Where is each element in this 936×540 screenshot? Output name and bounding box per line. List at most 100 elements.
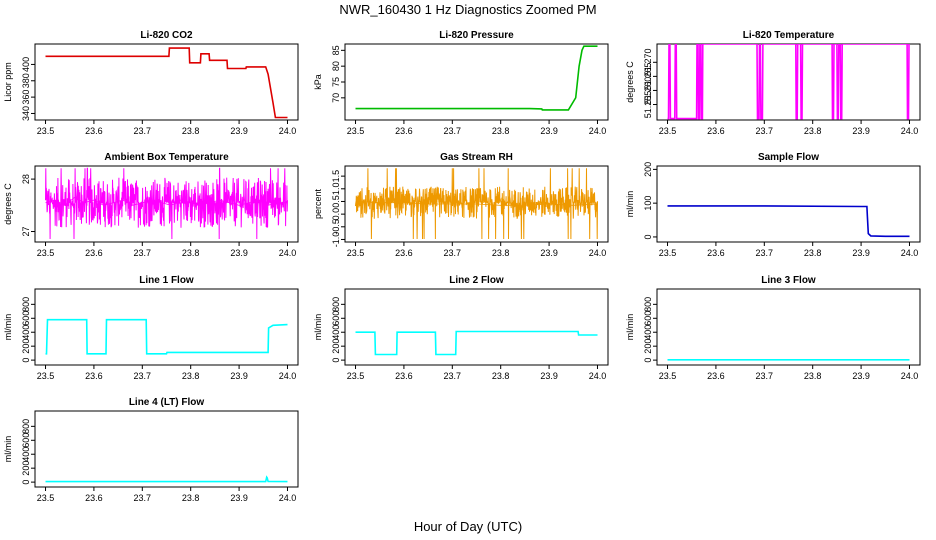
- x-tick-label: 23.9: [230, 126, 248, 136]
- y-tick-label: -1.0: [331, 232, 341, 248]
- y-tick-label: -0.5: [331, 219, 341, 235]
- figure-title: NWR_160430 1 Hz Diagnostics Zoomed PM: [339, 2, 596, 17]
- y-tick-label: 400: [21, 57, 31, 72]
- plot-frame: [344, 165, 609, 243]
- series-group: [45, 167, 288, 240]
- x-tick-label: 23.5: [37, 371, 55, 381]
- y-tick-label: 800: [21, 297, 31, 312]
- y-tick-label: 1.5: [331, 170, 341, 183]
- x-tick-label: 23.7: [134, 126, 152, 136]
- x-tick-label: 24.0: [279, 371, 297, 381]
- x-tick-label: 23.7: [134, 371, 152, 381]
- x-tick-label: 23.8: [492, 371, 510, 381]
- y-axis-label: degrees C: [3, 183, 13, 225]
- x-tick-label: 23.6: [85, 371, 103, 381]
- y-tick-label: 27: [21, 227, 31, 237]
- x-tick-label: 23.5: [347, 248, 365, 258]
- y-tick-label: 80: [331, 61, 341, 71]
- y-tick-label: 0: [21, 358, 31, 363]
- y-tick-label: 70: [331, 93, 341, 103]
- y-tick-label: 85: [331, 45, 341, 55]
- chart-panel: Line 4 (LT) Flow 23.5 23.6 23.7 23.8 23.9 24.0…: [3, 397, 299, 503]
- plot-frame: [344, 288, 609, 366]
- x-tick-label: 24.0: [589, 248, 607, 258]
- y-tick-label: 600: [21, 311, 31, 326]
- y-axis-label: ml/min: [625, 191, 635, 218]
- panel-title: Li-820 CO2: [140, 30, 193, 41]
- y-axis-label: ml/min: [313, 314, 323, 341]
- y-tick-label: 51.270: [643, 49, 653, 77]
- series-line: [45, 318, 288, 355]
- y-axis-label: degrees C: [625, 61, 635, 103]
- x-tick-label: 23.9: [230, 248, 248, 258]
- x-tick-label: 23.7: [444, 248, 462, 258]
- x-tick-label: 23.5: [347, 371, 365, 381]
- x-tick-label: 23.9: [540, 371, 558, 381]
- y-tick-label: 800: [21, 419, 31, 434]
- y-tick-label: 800: [643, 297, 653, 312]
- x-tick-label: 24.0: [279, 493, 297, 503]
- x-axis-label: Hour of Day (UTC): [414, 519, 522, 534]
- series-group: [45, 475, 288, 483]
- plot-frame: [656, 165, 921, 243]
- y-tick-label: 800: [331, 297, 341, 312]
- x-tick-label: 24.0: [901, 371, 919, 381]
- y-tick-label: 0: [643, 358, 653, 363]
- panel-grid: Li-820 CO2 23.5 23.6 23.7 23.8 23.9 24.0 340360…: [3, 30, 921, 503]
- x-tick-label: 23.8: [804, 248, 822, 258]
- series-group: [355, 330, 598, 356]
- x-tick-label: 23.7: [444, 126, 462, 136]
- x-tick-label: 23.9: [852, 126, 870, 136]
- y-tick-label: 0.0: [331, 208, 341, 221]
- x-tick-label: 23.7: [134, 493, 152, 503]
- chart-panel: Gas Stream RH 23.5 23.6 23.7 23.8 23.9 24.0 -1.…: [313, 152, 609, 258]
- x-tick-label: 23.9: [540, 248, 558, 258]
- x-tick-label: 23.9: [230, 493, 248, 503]
- x-tick-label: 23.6: [707, 371, 725, 381]
- y-tick-label: 0: [643, 234, 653, 239]
- x-tick-label: 23.5: [37, 248, 55, 258]
- chart-panel: Sample Flow 23.5 23.6 23.7 23.8 23.9 24.0 0 100 2…: [625, 152, 921, 258]
- series-group: [45, 47, 288, 119]
- series-line: [355, 201, 598, 206]
- x-tick-label: 23.6: [395, 126, 413, 136]
- y-axis-label: Licor ppm: [3, 62, 13, 102]
- series-line: [355, 330, 598, 356]
- plot-frame: [34, 410, 299, 488]
- panel-title: Ambient Box Temperature: [104, 152, 229, 163]
- series-line: [667, 205, 910, 238]
- x-tick-label: 24.0: [279, 248, 297, 258]
- panel-title: Line 2 Flow: [449, 275, 504, 286]
- x-tick-label: 23.7: [444, 371, 462, 381]
- plot-frame: [34, 165, 299, 243]
- x-tick-label: 24.0: [589, 126, 607, 136]
- x-tick-label: 23.5: [37, 126, 55, 136]
- y-axis-label: kPa: [313, 74, 323, 90]
- y-tick-label: 400: [331, 325, 341, 340]
- y-tick-label: 600: [643, 311, 653, 326]
- panel-title: Gas Stream RH: [440, 152, 513, 163]
- panel-title: Li-820 Temperature: [743, 30, 835, 41]
- x-tick-label: 23.6: [85, 493, 103, 503]
- chart-panel: Li-820 Temperature 23.5 23.6 23.7 23.8 23.9 24…: [625, 30, 921, 136]
- y-tick-label: 100: [643, 196, 653, 211]
- x-tick-label: 23.6: [707, 126, 725, 136]
- x-tick-label: 23.8: [182, 493, 200, 503]
- x-tick-label: 23.9: [230, 371, 248, 381]
- x-tick-label: 23.7: [756, 126, 774, 136]
- series-line: [45, 47, 288, 119]
- x-tick-label: 23.7: [756, 371, 774, 381]
- panel-title: Line 3 Flow: [761, 275, 816, 286]
- x-tick-label: 23.6: [85, 126, 103, 136]
- x-tick-label: 23.6: [395, 248, 413, 258]
- series-line: [45, 475, 288, 483]
- y-tick-label: 51.265: [643, 63, 653, 91]
- y-axis-label: percent: [313, 188, 323, 219]
- x-tick-label: 23.5: [659, 248, 677, 258]
- chart-panel: Line 1 Flow 23.5 23.6 23.7 23.8 23.9 24.0 0 2004…: [3, 275, 299, 381]
- chart-panel: Line 2 Flow 23.5 23.6 23.7 23.8 23.9 24.0 0 2004…: [313, 275, 609, 381]
- series-group: [45, 318, 288, 355]
- y-tick-label: 400: [643, 325, 653, 340]
- series-group: [667, 205, 910, 238]
